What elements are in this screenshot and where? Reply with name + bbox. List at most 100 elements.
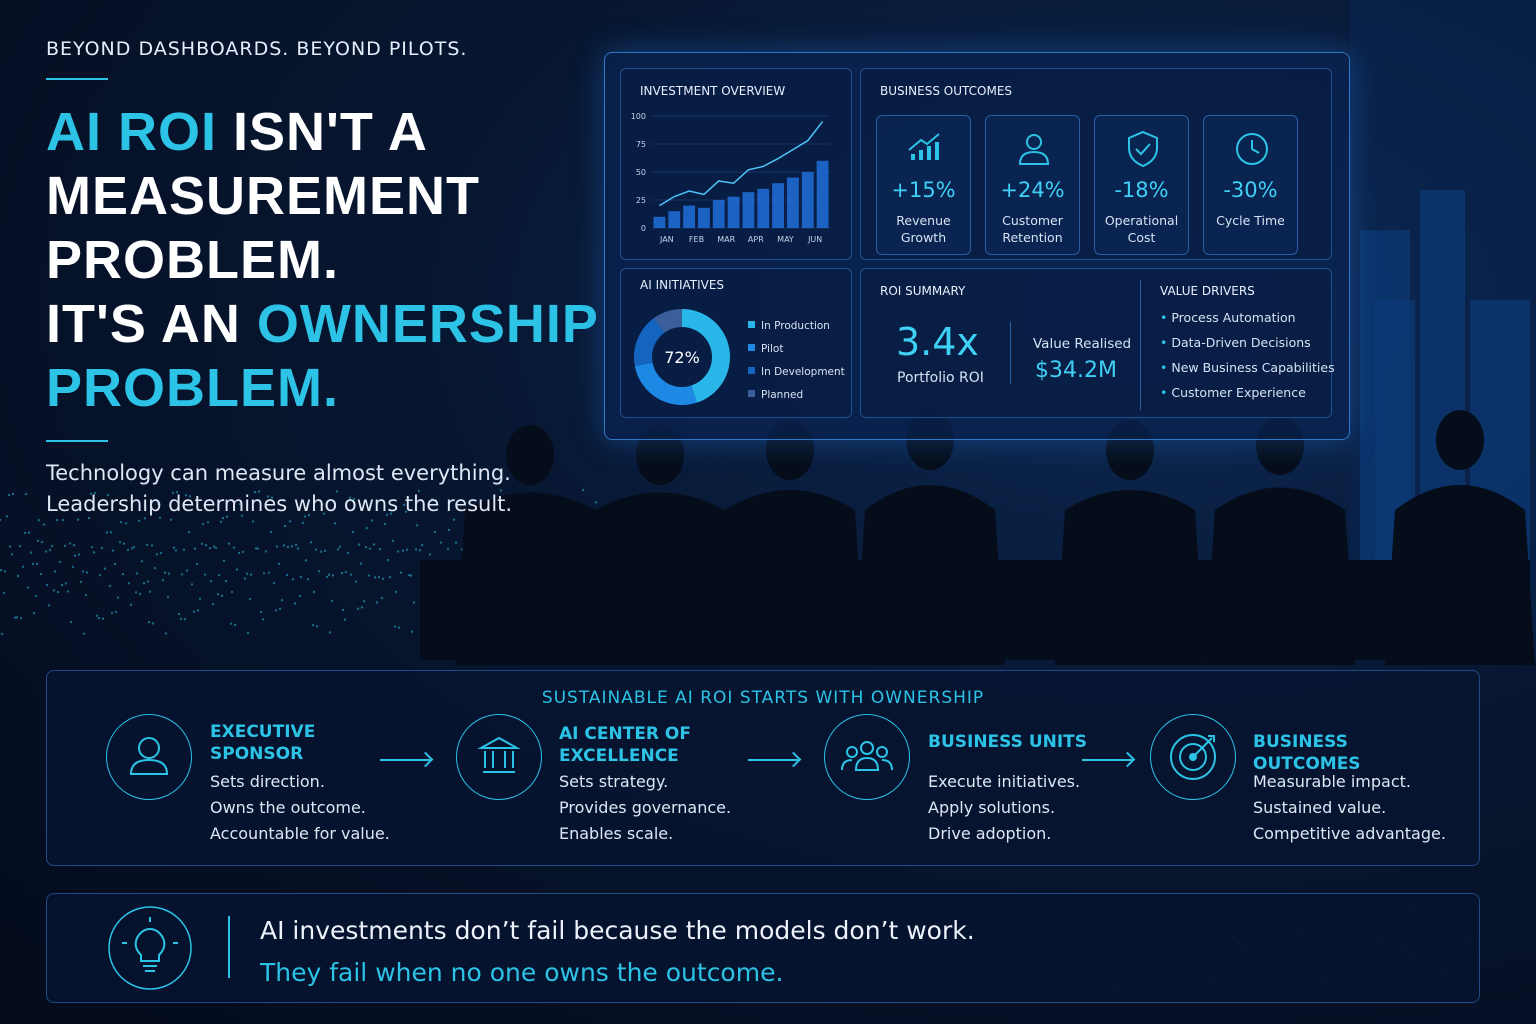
headline-text: IT'S AN (46, 294, 241, 354)
particle (418, 549, 422, 552)
particle (47, 604, 51, 607)
particle (306, 577, 310, 581)
investment-chart: 0 25 50 75 100 JAN FEB MAR APR MAY JUN (631, 112, 830, 244)
particle (63, 544, 67, 548)
rule (46, 440, 108, 442)
kpi-label: Customer Retention (1002, 213, 1063, 245)
particle (58, 560, 62, 564)
particle (69, 620, 73, 624)
legend-swatch (748, 344, 755, 351)
particle (208, 546, 212, 550)
particle (0, 632, 4, 636)
particle (0, 568, 3, 572)
initiatives-chart: In Production Pilot In Development Planned 7… (634, 309, 845, 405)
particle (16, 574, 20, 578)
particle (394, 590, 398, 594)
particle (388, 575, 392, 579)
particle (402, 503, 406, 506)
rule (46, 78, 108, 80)
particle (351, 530, 355, 534)
particle (274, 609, 278, 612)
roi-pane (860, 268, 1332, 418)
particle (90, 545, 94, 549)
arrow (1082, 759, 1132, 761)
bar (772, 183, 785, 228)
kpi-icon (908, 133, 940, 160)
particle (336, 548, 340, 551)
particle (327, 573, 331, 576)
particle (66, 590, 70, 593)
particle (200, 542, 204, 546)
particle (19, 616, 23, 620)
particle (294, 543, 298, 546)
particle (68, 542, 72, 545)
silhouette-body (455, 492, 605, 665)
particle (53, 570, 57, 573)
particle (581, 488, 585, 492)
step-title: AI CENTER OF EXCELLENCE (559, 724, 691, 766)
particle (241, 550, 245, 554)
particle (129, 603, 133, 607)
particle (52, 589, 56, 592)
quote-line: They fail when no one owns the outcome. (260, 958, 784, 987)
particle (103, 567, 107, 570)
particle (15, 616, 19, 619)
particle (434, 499, 438, 502)
particle (298, 594, 302, 598)
particle (219, 520, 223, 523)
step-line: Execute initiatives. (928, 772, 1081, 791)
particle (108, 584, 112, 588)
bar (727, 196, 740, 228)
arrow (380, 759, 430, 761)
particle (119, 520, 123, 524)
value-label: Value Realised (1033, 336, 1132, 352)
particle (8, 545, 12, 548)
particle (499, 489, 503, 492)
particle (249, 573, 253, 576)
particle (415, 524, 419, 527)
particle (428, 553, 432, 556)
particle (188, 495, 192, 498)
headline-text: ISN'T A MEASUREMENT PROBLEM. (46, 102, 481, 290)
particle (323, 549, 327, 552)
particle (101, 617, 105, 620)
particle (212, 545, 216, 548)
particle (192, 610, 196, 613)
kpi-icon (1236, 133, 1268, 165)
particle (328, 631, 332, 634)
donut-segment (653, 309, 682, 333)
particle (275, 545, 279, 548)
particle (44, 550, 48, 553)
particle (13, 616, 17, 619)
particle (156, 502, 160, 506)
particle (77, 553, 81, 556)
particle (391, 539, 395, 543)
particle (95, 614, 99, 618)
x-tick-label: APR (748, 235, 764, 244)
particle (27, 531, 31, 534)
particle (222, 559, 226, 562)
legend-swatch (748, 367, 755, 374)
particle (256, 547, 260, 550)
value-driver: • New Business Capabilities (1160, 360, 1335, 375)
particle (201, 522, 205, 526)
divider (1140, 280, 1141, 410)
particle (452, 518, 456, 521)
particle (118, 541, 122, 544)
particle (155, 553, 159, 556)
particle (64, 582, 68, 585)
particle (286, 545, 290, 549)
particle (330, 599, 334, 603)
silhouette-body (1055, 490, 1205, 665)
particle (359, 562, 363, 565)
bar (697, 207, 710, 228)
particle (23, 531, 27, 535)
lightbulb-icon (108, 906, 192, 990)
particle (146, 580, 150, 583)
particle (73, 554, 77, 557)
particle (401, 549, 405, 552)
particle (264, 550, 268, 553)
particle (227, 542, 231, 545)
quote: AI investments don’t fail because the mo… (260, 910, 975, 994)
particle (42, 523, 46, 526)
